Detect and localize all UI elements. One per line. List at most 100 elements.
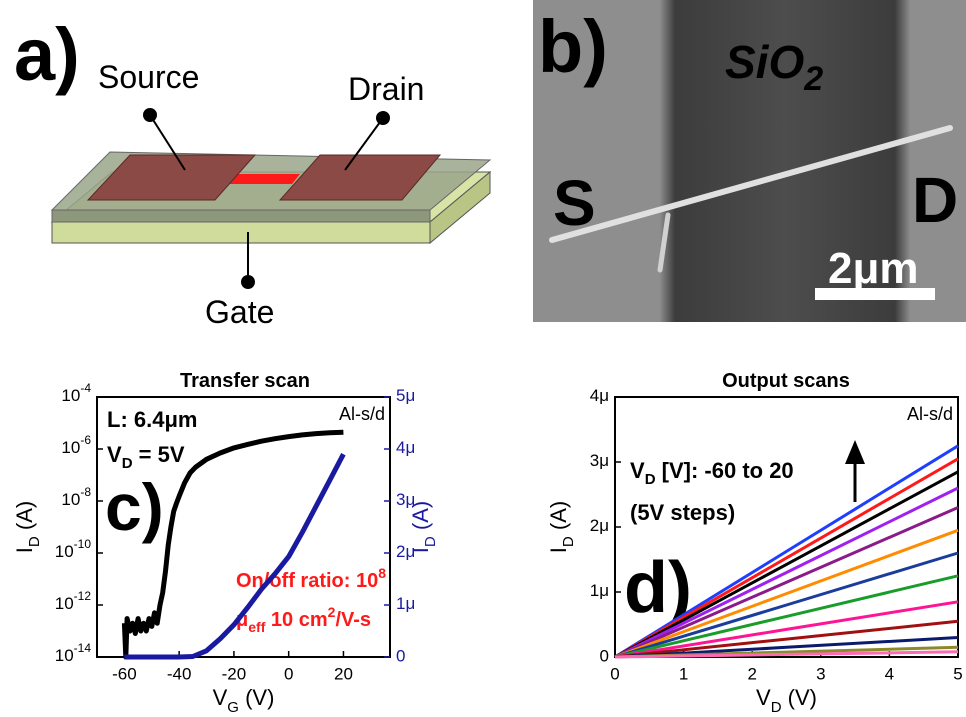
tick-label: 10-14 (55, 641, 92, 665)
drain-dot (376, 111, 390, 125)
tick-label-exponent: -14 (74, 641, 92, 655)
tick-label: -20 (222, 664, 247, 683)
tick-label: 0 (284, 664, 293, 683)
axis-label-text: V (756, 685, 771, 710)
note: On/off ratio: 108 (236, 565, 386, 592)
tick-label: 4μ (396, 438, 415, 457)
tick-label-text: 10 (61, 386, 80, 405)
tick-label-text: 1μ (396, 594, 415, 613)
note-text: V (107, 442, 122, 467)
axis-label-unit: (A) (12, 501, 37, 536)
tick-label: 4 (885, 664, 894, 683)
note: VD = 5V (107, 442, 185, 472)
tick-label-text: 4μ (396, 438, 415, 457)
axis-label-unit: (A) (408, 501, 433, 536)
tick-label-text: 10 (61, 490, 80, 509)
tick-label: -60 (112, 664, 137, 683)
tick-label: 5μ (396, 386, 415, 405)
tick-label: 10-4 (61, 381, 91, 405)
note-superscript: 8 (378, 565, 386, 581)
panel-label: a) (14, 13, 80, 96)
note-text: /V-s (335, 609, 371, 631)
note-text: V (630, 458, 645, 483)
source-label: Source (98, 59, 199, 95)
tick-label: 1μ (590, 581, 609, 600)
tick-label-exponent: -6 (80, 433, 91, 447)
axis-label-subscript: G (227, 699, 239, 716)
panel-label: b) (538, 5, 608, 88)
note-text: On/off ratio: 10 (236, 570, 378, 592)
tick-label: 5 (953, 664, 962, 683)
tick-label-exponent: -8 (80, 485, 91, 499)
tick-label: 10-10 (55, 537, 92, 561)
note-text: [V]: -60 to 20 (656, 458, 794, 483)
tick-label-text: 4μ (590, 386, 609, 405)
tick-label: 4μ (590, 386, 609, 405)
tick-label-text: 10 (61, 438, 80, 457)
dielectric-front (52, 210, 430, 222)
tick-label-exponent: -4 (80, 381, 91, 395)
note: VD [V]: -60 to 20 (630, 458, 794, 488)
panel-label: c) (105, 470, 164, 544)
tick-label: 2μ (590, 516, 609, 535)
drain-label: D (912, 164, 958, 236)
tick-label-text: 10 (55, 542, 74, 561)
axis-label: ID (A) (546, 501, 577, 553)
tick-label: 1 (679, 664, 688, 683)
figure: a) Source Drain Gate b) SiO2 S D 2μm L: … (0, 0, 966, 717)
oxide-subscript: 2 (803, 60, 823, 98)
tick-label: 0 (396, 646, 405, 665)
scale-bar (815, 288, 935, 300)
tick-label-text: 5μ (396, 386, 415, 405)
tick-label: 3 (816, 664, 825, 683)
tick-label: 2 (747, 664, 756, 683)
note-text: = 5V (133, 442, 185, 467)
tick-label: 1μ (396, 594, 415, 613)
source-dot (143, 108, 157, 122)
axis-label-subscript: D (560, 536, 577, 547)
note: Al-s/d (339, 404, 385, 424)
axis-label: VD (V) (756, 685, 817, 716)
axis-label-subscript: D (26, 536, 43, 547)
note: (5V steps) (630, 500, 735, 525)
chart-title: Output scans (722, 370, 850, 392)
note: L: 6.4μm (107, 407, 197, 432)
axis-label: VG (V) (213, 685, 275, 716)
axis-label-subscript: D (771, 699, 782, 716)
tick-label-text: 10 (55, 594, 74, 613)
sem-image: b) SiO2 S D 2μm (533, 0, 966, 322)
axis-label-subscript: D (422, 536, 439, 547)
tick-label: 0 (600, 646, 609, 665)
tick-label-text: 10 (55, 646, 74, 665)
note: Al-s/d (907, 404, 953, 424)
axis-label-unit: (V) (239, 685, 274, 710)
tick-label: 10-12 (55, 589, 92, 613)
source-label: S (553, 167, 596, 239)
note-text: 10 cm (265, 609, 327, 631)
gate-dot (241, 275, 255, 289)
tick-label-text: 2μ (590, 516, 609, 535)
axis-label: ID (A) (12, 501, 43, 553)
chart-title: Transfer scan (180, 370, 310, 392)
transfer-notes: L: 6.4μm VD = 5V Al-s/d c) On/off ratio:… (105, 404, 386, 635)
axis-label-text: V (213, 685, 228, 710)
note: μeff 10 cm2/V-s (236, 604, 371, 635)
tick-label-exponent: -12 (74, 589, 92, 603)
tick-label: 3μ (590, 451, 609, 470)
drain-label: Drain (348, 71, 424, 107)
gate-label: Gate (205, 294, 274, 330)
tick-label: 10-6 (61, 433, 91, 457)
tick-label: 20 (334, 664, 353, 683)
arrow-head (845, 440, 865, 464)
tick-label-text: 3μ (590, 451, 609, 470)
device-schematic: a) Source Drain Gate (14, 13, 490, 330)
note-subscript: D (645, 471, 656, 488)
oxide-text: SiO (725, 36, 804, 88)
scale-bar-label: 2μm (828, 244, 919, 293)
tick-label: 0 (610, 664, 619, 683)
tick-label-text: 1μ (590, 581, 609, 600)
axis-label-unit: (A) (546, 501, 571, 536)
tick-label: -40 (167, 664, 192, 683)
note-subscript: eff (248, 619, 265, 635)
tick-label-exponent: -10 (74, 537, 92, 551)
